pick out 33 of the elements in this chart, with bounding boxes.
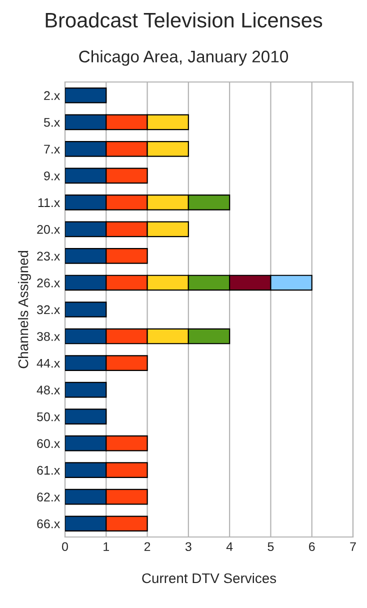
y-tick-label: 62.x xyxy=(37,492,60,502)
chart-subtitle: Chicago Area, January 2010 xyxy=(79,50,288,66)
y-tick-label: 66.x xyxy=(37,519,60,528)
y-tick-label: 26.x xyxy=(37,278,60,288)
x-tick-label: 6 xyxy=(309,542,315,552)
y-tick-label: 61.x xyxy=(37,466,60,475)
y-tick-label: 5.x xyxy=(44,118,60,127)
y-tick-label: 50.x xyxy=(37,412,60,422)
y-tick-label: 32.x xyxy=(36,305,60,314)
y-tick-label: 60.x xyxy=(37,439,60,448)
x-tick-label: 4 xyxy=(226,542,233,551)
y-tick-label: 11.x xyxy=(38,198,60,207)
x-tick-label: 2 xyxy=(144,542,150,551)
bar xyxy=(65,302,107,318)
x-tick-label: 7 xyxy=(350,542,356,551)
x-tick-label: 0 xyxy=(62,542,68,552)
x-tick-label: 5 xyxy=(268,542,274,552)
y-axis-title: Channels Assigned xyxy=(18,250,31,368)
y-tick-label: 23.x xyxy=(37,252,60,261)
bar xyxy=(65,382,107,398)
chart-title: Broadcast Television Licenses xyxy=(46,12,322,28)
x-tick-label: 3 xyxy=(185,542,192,552)
y-tick-label: 44.x xyxy=(36,358,60,368)
bar xyxy=(65,408,107,424)
y-tick-label: 20.x xyxy=(37,225,60,234)
y-tick-label: 48.x xyxy=(36,386,60,394)
y-tick-label: 2.x xyxy=(44,91,60,100)
x-tick-label: 1 xyxy=(104,542,110,551)
y-tick-label: 9.x xyxy=(44,171,60,180)
y-tick-label: 38.x xyxy=(36,332,60,341)
x-axis-title: Current DTV Services xyxy=(142,572,276,584)
bar xyxy=(65,87,107,104)
y-tick-label: 7.x xyxy=(44,144,60,154)
